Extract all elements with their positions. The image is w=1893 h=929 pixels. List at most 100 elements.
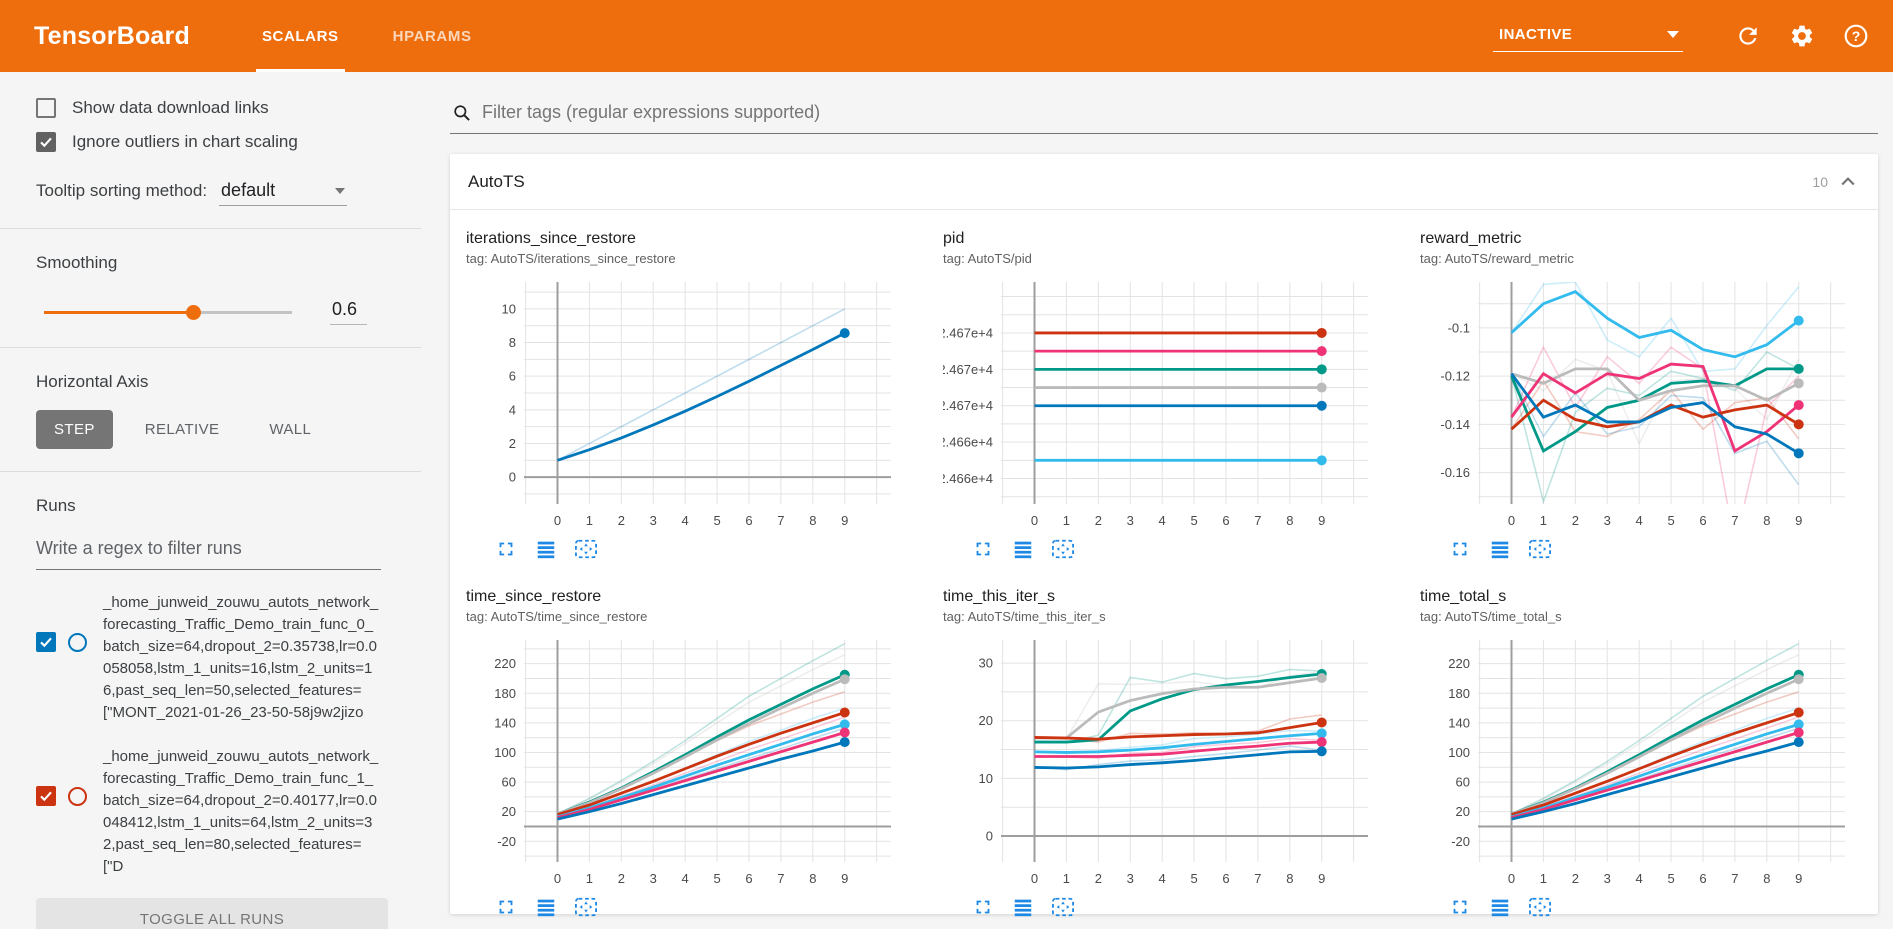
svg-text:6: 6 [1222, 871, 1229, 886]
settings-button[interactable] [1787, 21, 1817, 51]
section-header[interactable]: AutoTS 10 [450, 154, 1878, 210]
svg-text:180: 180 [1448, 686, 1470, 701]
scalar-chart-card: time_this_iter_s tag: AutoTS/time_this_i… [943, 588, 1383, 920]
divider [0, 471, 421, 472]
data-table-button[interactable] [534, 538, 558, 562]
show-download-links-checkbox-row[interactable]: Show data download links [36, 98, 381, 118]
svg-text:6: 6 [1699, 513, 1706, 528]
run-radio[interactable] [68, 786, 87, 806]
app-header: TensorBoard SCALARS HPARAMS INACTIVE ? [0, 0, 1893, 72]
expand-chart-button[interactable] [1448, 896, 1472, 920]
ignore-outliers-checkbox-row[interactable]: Ignore outliers in chart scaling [36, 132, 381, 152]
axis-step-button[interactable]: STEP [36, 410, 113, 449]
svg-text:20: 20 [502, 804, 516, 819]
expand-chart-button[interactable] [1448, 538, 1472, 562]
expand-chart-button[interactable] [971, 538, 995, 562]
svg-text:10: 10 [502, 301, 516, 316]
run-item: _home_junweid_zouwu_autots_network_forec… [36, 746, 381, 878]
data-table-button[interactable] [1488, 538, 1512, 562]
fit-domain-button[interactable] [574, 538, 598, 562]
section-collapse-control[interactable]: 10 [1812, 172, 1858, 192]
data-table-icon [537, 899, 555, 917]
scalar-chart-card: iterations_since_restore tag: AutoTS/ite… [466, 230, 906, 562]
svg-text:7: 7 [1731, 871, 1738, 886]
svg-text:0: 0 [554, 871, 561, 886]
svg-text:?: ? [1852, 28, 1861, 44]
axis-wall-button[interactable]: WALL [269, 421, 312, 438]
reload-status-value: INACTIVE [1499, 26, 1573, 43]
svg-text:2: 2 [1095, 513, 1102, 528]
fit-domain-button[interactable] [574, 896, 598, 920]
fit-to-data-icon [1529, 539, 1551, 559]
svg-text:8: 8 [809, 513, 816, 528]
smoothing-slider[interactable] [44, 305, 292, 320]
fit-domain-button[interactable] [1528, 896, 1552, 920]
tab-hparams[interactable]: HPARAMS [392, 27, 472, 45]
data-table-button[interactable] [534, 896, 558, 920]
line-chart-plot[interactable]: -20 20 60 100 140 180 220 0 1 2 3 4 5 6 7 8 9 [466, 634, 901, 892]
search-icon [454, 104, 470, 121]
help-button[interactable]: ? [1841, 21, 1871, 51]
svg-text:0: 0 [1031, 513, 1038, 528]
expand-chart-button[interactable] [494, 896, 518, 920]
tag-filter-bar[interactable] [450, 100, 1878, 134]
smoothing-value-input[interactable]: 0.6 [330, 299, 368, 325]
data-table-icon [1491, 899, 1509, 917]
line-chart-plot[interactable]: 2.467e+4 2.467e+4 2.467e+4 2.466e+4 2.466e+4… [943, 276, 1378, 534]
fullscreen-icon [499, 900, 513, 914]
fit-to-data-icon [575, 539, 597, 559]
data-table-icon [1014, 899, 1032, 917]
runs-label: Runs [36, 496, 76, 515]
svg-text:4: 4 [1159, 871, 1166, 886]
svg-text:10: 10 [979, 771, 993, 786]
runs-filter-input[interactable] [36, 530, 381, 570]
checkbox-checked[interactable] [36, 132, 56, 152]
svg-text:3: 3 [650, 513, 657, 528]
data-table-button[interactable] [1011, 538, 1035, 562]
svg-text:2.466e+4: 2.466e+4 [943, 471, 993, 486]
tooltip-sorting-select[interactable]: default [219, 178, 348, 206]
tab-scalars[interactable]: SCALARS [255, 0, 345, 72]
data-table-button[interactable] [1488, 896, 1512, 920]
chart-actions [1448, 896, 1860, 920]
svg-text:3: 3 [650, 871, 657, 886]
fit-domain-button[interactable] [1051, 538, 1075, 562]
svg-text:0: 0 [986, 829, 993, 844]
svg-text:9: 9 [1795, 513, 1802, 528]
axis-relative-button[interactable]: RELATIVE [144, 421, 220, 438]
line-chart-plot[interactable]: 0 2 4 6 8 10 0 1 2 3 4 5 6 7 8 9 [466, 276, 901, 534]
refresh-button[interactable] [1733, 21, 1763, 51]
data-table-button[interactable] [1011, 896, 1035, 920]
expand-chart-button[interactable] [971, 896, 995, 920]
checkbox-label: Ignore outliers in chart scaling [72, 132, 298, 151]
svg-text:1: 1 [1063, 513, 1070, 528]
svg-text:4: 4 [1159, 513, 1166, 528]
chart-actions [494, 538, 906, 562]
tag-filter-input[interactable] [482, 102, 1876, 123]
svg-text:60: 60 [502, 775, 516, 790]
chart-title: iterations_since_restore [466, 230, 636, 247]
line-chart-plot[interactable]: -20 20 60 100 140 180 220 0 1 2 3 4 5 6 7 8 9 [1420, 634, 1855, 892]
run-checkbox[interactable] [36, 632, 56, 652]
fit-domain-button[interactable] [1051, 896, 1075, 920]
run-checkbox[interactable] [36, 786, 56, 806]
reload-status-select[interactable]: INACTIVE [1493, 20, 1683, 52]
slider-thumb[interactable] [185, 305, 201, 320]
svg-text:6: 6 [509, 369, 516, 384]
chart-title: time_since_restore [466, 588, 602, 605]
run-radio[interactable] [68, 632, 87, 652]
toggle-all-runs-button[interactable]: TOGGLE ALL RUNS [36, 898, 388, 929]
horizontal-axis-label: Horizontal Axis [36, 372, 149, 391]
data-table-icon [537, 541, 555, 559]
svg-text:100: 100 [494, 745, 516, 760]
line-chart-plot[interactable]: -0.1 -0.12 -0.14 -0.16 0 1 2 3 4 5 6 7 8 9 [1420, 276, 1855, 534]
check-icon [40, 791, 52, 802]
expand-chart-button[interactable] [494, 538, 518, 562]
fit-domain-button[interactable] [1528, 538, 1552, 562]
svg-text:2.467e+4: 2.467e+4 [943, 398, 993, 413]
checkbox-unchecked[interactable] [36, 98, 56, 118]
help-icon: ? [1844, 24, 1868, 48]
svg-text:3: 3 [1604, 513, 1611, 528]
line-chart-plot[interactable]: 0 10 20 30 0 1 2 3 4 5 6 7 8 9 [943, 634, 1378, 892]
section-chart-count: 10 [1812, 173, 1828, 190]
